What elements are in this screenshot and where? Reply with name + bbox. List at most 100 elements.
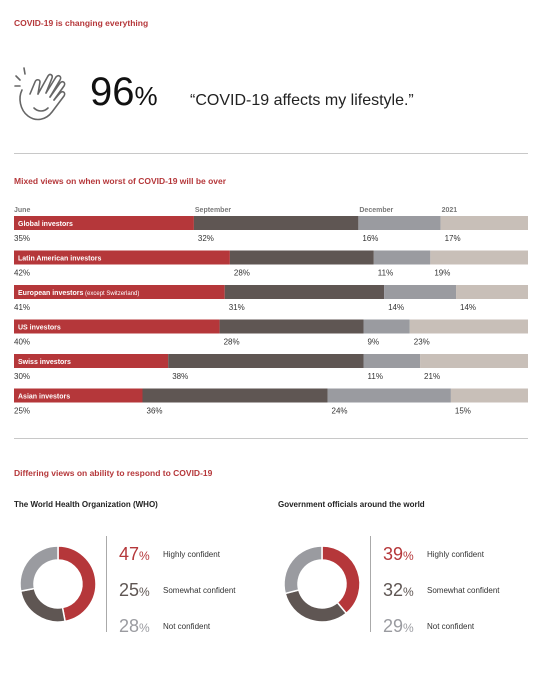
legend-item: 29% Not confident <box>383 608 536 644</box>
divider <box>14 153 528 154</box>
hero-percent: 96% <box>90 70 158 115</box>
bar-segment <box>363 354 421 368</box>
donut-legend: 39% Highly confident 32% Somewhat confident… <box>370 536 536 636</box>
segment-header: December <box>359 207 393 214</box>
hero-percent-sign: % <box>134 81 158 111</box>
bar-segment <box>440 216 528 230</box>
data-label: 30% <box>14 372 30 381</box>
bar-segment <box>14 216 194 230</box>
bar-segment <box>456 285 528 299</box>
data-label: 41% <box>14 303 30 312</box>
legend-value: 39% <box>383 543 414 564</box>
data-label: 28% <box>234 269 250 278</box>
bar-segment <box>14 250 230 265</box>
category-note: (except Switzerland) <box>83 291 139 297</box>
donut-block-who: The World Health Organization (WHO) 47% H… <box>14 500 264 640</box>
category-label: US investors <box>18 325 61 332</box>
donut-slice <box>19 587 66 623</box>
section-title-worst-over: Mixed views on when worst of COVID-19 wi… <box>14 176 227 186</box>
data-label: 15% <box>455 407 471 416</box>
data-label: 24% <box>332 407 348 416</box>
bar-segment <box>224 285 385 299</box>
data-label: 16% <box>362 234 378 243</box>
bar-segment <box>373 250 431 265</box>
data-label: 38% <box>172 372 188 381</box>
page-title: COVID-19 is changing everything <box>14 18 149 28</box>
data-label: 21% <box>424 372 440 381</box>
donut-legend: 47% Highly confident 25% Somewhat confident… <box>106 536 279 636</box>
donut-slice <box>284 589 348 623</box>
bar-segment <box>14 319 220 334</box>
data-label: 31% <box>229 303 245 312</box>
legend-label: Not confident <box>427 621 475 631</box>
legend-label: Highly confident <box>163 549 220 559</box>
legend-value: 29% <box>383 615 414 636</box>
legend-item: 47% Highly confident <box>119 536 279 572</box>
bar-segment <box>14 354 169 368</box>
data-label: 11% <box>378 269 393 278</box>
bar-segment <box>219 319 364 334</box>
data-label: 11% <box>368 372 383 381</box>
data-label: 40% <box>14 338 30 347</box>
legend-value: 32% <box>383 579 414 600</box>
donut-title: Government officials around the world <box>278 500 425 509</box>
donut-slice <box>19 545 59 592</box>
stacked-bar-chart: June September December 2021 35% 32% 16% 17% Glo… <box>14 207 528 416</box>
bar-segment <box>193 216 359 230</box>
donut-chart <box>19 545 97 623</box>
bar-segment <box>14 388 143 403</box>
data-label: 17% <box>445 234 461 243</box>
donut-title: The World Health Organization (WHO) <box>14 500 158 509</box>
legend-item: 39% Highly confident <box>383 536 536 572</box>
bar-segment <box>358 216 441 230</box>
divider <box>14 438 528 439</box>
bar-segment <box>409 319 528 334</box>
legend-label: Somewhat confident <box>427 585 500 595</box>
legend-value: 25% <box>119 579 150 600</box>
donut-slice <box>283 545 323 595</box>
category-label: Asian investors <box>18 394 70 401</box>
bar-segment <box>363 319 410 334</box>
clapping-hands-icon <box>14 67 66 121</box>
data-label: 42% <box>14 269 30 278</box>
category-label: Latin American investors <box>18 256 101 263</box>
bar-segment <box>450 388 528 403</box>
bar-segment <box>327 388 451 403</box>
hero-percent-value: 96 <box>90 70 135 114</box>
legend-item: 28% Not confident <box>119 608 279 644</box>
data-label: 14% <box>388 303 404 312</box>
hero-stat: 96% “COVID-19 affects my lifestyle.” <box>14 64 524 124</box>
segment-header: September <box>195 207 231 214</box>
bar-segment <box>430 250 528 265</box>
category-label: European investors (except Switzerland) <box>18 290 139 297</box>
bar-segment <box>168 354 364 368</box>
data-label: 35% <box>14 234 30 243</box>
donut-block-government: Government officials around the world 39… <box>278 500 528 640</box>
data-label: 25% <box>14 407 30 416</box>
data-label: 14% <box>460 303 476 312</box>
bar-segment <box>229 250 374 265</box>
legend-item: 25% Somewhat confident <box>119 572 279 608</box>
bar-segment <box>420 354 528 368</box>
donut-slice <box>321 545 361 615</box>
legend-label: Highly confident <box>427 549 484 559</box>
segment-header: June <box>14 207 30 214</box>
section-title-ability-respond: Differing views on ability to respond to… <box>14 468 213 478</box>
legend-label: Not confident <box>163 621 211 631</box>
legend-item: 32% Somewhat confident <box>383 572 536 608</box>
bar-segment <box>142 388 328 403</box>
category-label: Global investors <box>18 221 73 228</box>
legend-value: 28% <box>119 615 150 636</box>
legend-label: Somewhat confident <box>163 585 236 595</box>
bar-segment <box>14 285 225 299</box>
category-label: Swiss investors <box>18 359 71 366</box>
segment-header: 2021 <box>442 207 458 214</box>
data-label: 28% <box>224 338 240 347</box>
legend-value: 47% <box>119 543 150 564</box>
data-label: 32% <box>198 234 214 243</box>
donut-chart <box>283 545 361 623</box>
data-label: 9% <box>368 338 380 347</box>
data-label: 23% <box>414 338 430 347</box>
data-label: 36% <box>147 407 163 416</box>
data-label: 19% <box>434 269 450 278</box>
